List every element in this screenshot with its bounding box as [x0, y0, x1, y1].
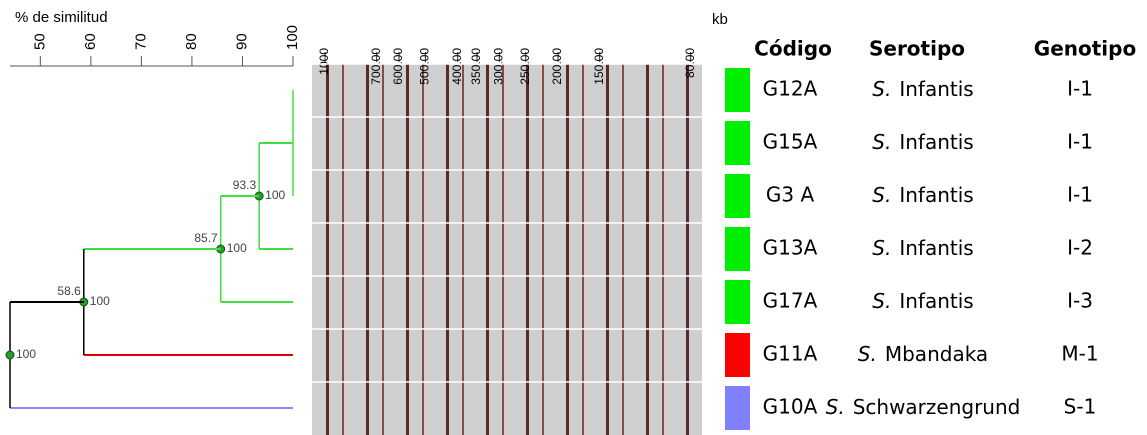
gel-tick-label: 250.00	[518, 48, 532, 85]
serovar: Infantis	[899, 236, 973, 260]
table-header: Serotipo	[869, 37, 965, 61]
code: G11A	[763, 342, 818, 366]
code: G12A	[763, 77, 818, 101]
genus: S.	[858, 342, 877, 366]
gel-tick-label: 400.00	[450, 48, 464, 85]
genotype: I-3	[1067, 289, 1093, 313]
gel-tick-label: 350.00	[469, 48, 483, 85]
serotype: S. Mbandaka	[858, 342, 988, 366]
serotype: S. Infantis	[872, 183, 973, 207]
similarity-label: 58.6	[57, 284, 81, 298]
similarity-label: 93.3	[233, 178, 257, 192]
serovar: Infantis	[899, 77, 973, 101]
x-tick-label: 80	[183, 33, 200, 50]
serovar: Infantis	[899, 130, 973, 154]
gel-tick-label: 150.00	[592, 48, 606, 85]
serotype: S. Infantis	[872, 130, 973, 154]
table-header: Genotipo	[1034, 37, 1136, 61]
genotype: S-1	[1064, 395, 1097, 419]
serovar: Infantis	[899, 289, 973, 313]
genus: S.	[872, 236, 891, 260]
genus: S.	[872, 289, 891, 313]
swatch	[725, 280, 750, 324]
serovar: Mbandaka	[885, 342, 988, 366]
x-tick-label: 60	[82, 33, 99, 50]
x-tick-label: 70	[132, 33, 149, 50]
swatch	[725, 68, 750, 112]
bootstrap-label: 100	[90, 294, 110, 308]
swatch	[725, 121, 750, 165]
gel-tick-label: 200.00	[550, 48, 564, 85]
genotype: I-1	[1067, 183, 1093, 207]
gel-image	[312, 64, 702, 435]
genotype: I-1	[1067, 77, 1093, 101]
serotype: S. Schwarzengrund	[826, 395, 1021, 419]
table-header: Código	[754, 37, 832, 61]
code: G17A	[763, 289, 818, 313]
serotype: S. Infantis	[872, 236, 973, 260]
swatch	[725, 333, 750, 377]
node	[5, 350, 15, 360]
genus: S.	[872, 130, 891, 154]
genotype: I-1	[1067, 130, 1093, 154]
gel-tick-label: 300.00	[492, 48, 506, 85]
gel-tick-label: 80.00	[683, 48, 697, 78]
x-tick-label: 100	[284, 25, 301, 50]
serotype: S. Infantis	[872, 289, 973, 313]
swatch	[725, 174, 750, 218]
gel-unit: kb	[712, 11, 728, 28]
x-tick-label: 90	[233, 33, 250, 50]
genus: S.	[872, 77, 891, 101]
gel-tick-label: 700.00	[369, 48, 383, 85]
genotype: M-1	[1061, 342, 1098, 366]
gel-tick-label: 600.00	[391, 48, 405, 85]
genotype: I-2	[1067, 236, 1093, 260]
bootstrap-label: 100	[265, 188, 285, 202]
genus: S.	[826, 395, 845, 419]
genus: S.	[872, 183, 891, 207]
code: G13A	[763, 236, 818, 260]
serovar: Schwarzengrund	[853, 395, 1021, 419]
code: G15A	[763, 130, 818, 154]
code: G10A	[763, 395, 818, 419]
swatch	[725, 227, 750, 271]
gel-tick-label: 500.00	[418, 48, 432, 85]
swatch	[725, 386, 750, 430]
x-tick-label: 50	[31, 33, 48, 50]
serovar: Infantis	[899, 183, 973, 207]
axis-title: % de similitud	[15, 9, 108, 26]
serotype: S. Infantis	[872, 77, 973, 101]
gel-tick-label: 1000	[317, 48, 331, 75]
bootstrap-label: 100	[16, 347, 36, 361]
bootstrap-label: 100	[227, 241, 247, 255]
code: G3 A	[766, 183, 815, 207]
similarity-label: 85.7	[194, 231, 218, 245]
